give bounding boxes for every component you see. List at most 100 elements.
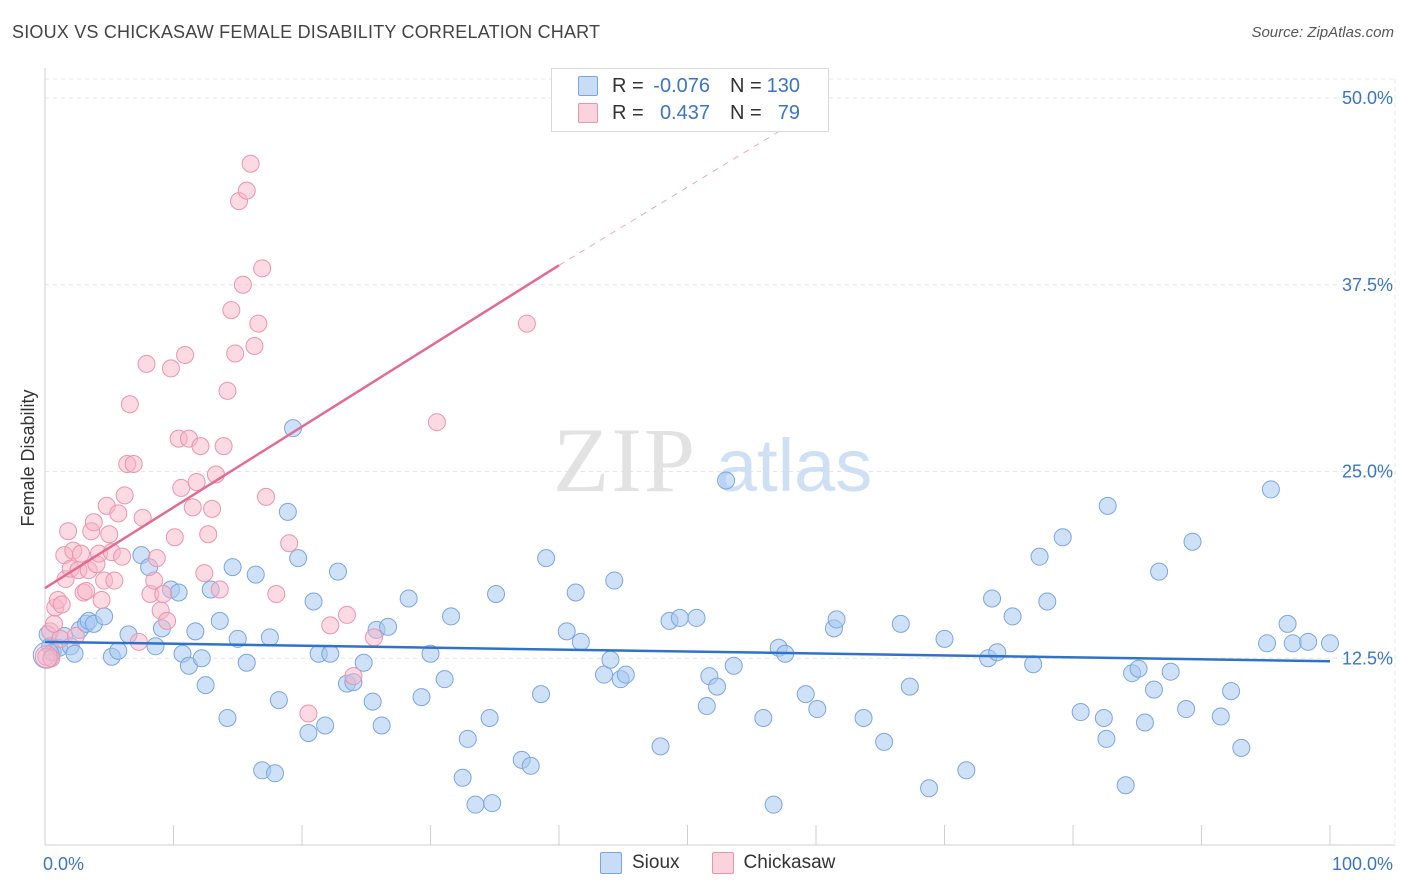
chickasaw-point xyxy=(280,534,299,553)
tick-labels: 12.5% 25.0% 37.5% 50.0% 0.0% 100.0% xyxy=(43,88,1393,874)
legend-n-label: N = xyxy=(730,74,762,97)
watermark-zip: ZIP xyxy=(553,409,697,511)
sioux-point xyxy=(458,729,477,748)
chickasaw-point xyxy=(147,549,166,568)
chickasaw-point xyxy=(195,564,214,583)
sioux-point xyxy=(354,653,373,672)
legend-n-label: N = xyxy=(730,101,762,124)
chickasaw-trend-extension xyxy=(558,100,830,266)
chickasaw-trend-line xyxy=(44,264,560,590)
sioux-point xyxy=(854,709,873,728)
chickasaw-points xyxy=(34,154,536,723)
sioux-point xyxy=(1161,662,1180,681)
sioux-point xyxy=(521,756,540,775)
sioux-point xyxy=(900,677,919,696)
chickasaw-point-cluster xyxy=(34,645,58,669)
sioux-point xyxy=(237,653,256,672)
chickasaw-point xyxy=(344,667,363,686)
chickasaw-point xyxy=(253,259,272,278)
legend-row-sioux: R = -0.076 N = 130 xyxy=(578,74,800,98)
sioux-point xyxy=(487,585,506,604)
sioux-point xyxy=(724,656,743,675)
y-tick-label: 25.0% xyxy=(1342,462,1393,482)
chickasaw-point xyxy=(203,499,222,518)
chickasaw-point xyxy=(129,632,148,651)
sioux-point xyxy=(796,685,815,704)
y-axis-label: Female Disability xyxy=(18,389,38,526)
sioux-point xyxy=(246,565,265,584)
sioux-point xyxy=(616,665,635,684)
chickasaw-point xyxy=(124,455,143,474)
sioux-point xyxy=(935,629,954,648)
sioux-point xyxy=(957,761,976,780)
sioux-point xyxy=(453,768,472,787)
chickasaw-point xyxy=(517,314,536,333)
sioux-point xyxy=(1232,738,1251,757)
y-tick-label: 50.0% xyxy=(1342,88,1393,108)
sioux-point xyxy=(328,562,347,581)
source-label: Source: ZipAtlas.com xyxy=(1251,24,1394,41)
sioux-point xyxy=(1222,682,1241,701)
sioux-point xyxy=(1258,634,1277,653)
chickasaw-point xyxy=(218,381,237,400)
sioux-point xyxy=(192,649,211,668)
chickasaw-point xyxy=(113,547,132,566)
y-tick-label: 12.5% xyxy=(1342,648,1393,668)
sioux-point xyxy=(316,716,335,735)
sioux-point xyxy=(1321,634,1339,653)
legend-r-value: 0.437 xyxy=(659,101,710,124)
chickasaw-point xyxy=(233,275,252,294)
sioux-point xyxy=(186,622,205,641)
chickasaw-point xyxy=(187,472,206,491)
sioux-point xyxy=(169,583,188,602)
chart-title: SIOUX VS CHICKASAW FEMALE DISABILITY COR… xyxy=(12,22,601,42)
watermark: ZIP atlas xyxy=(553,409,872,511)
sioux-point xyxy=(109,641,128,660)
sioux-point xyxy=(1094,709,1113,728)
chickasaw-point xyxy=(154,585,173,604)
sioux-point xyxy=(1053,528,1072,547)
legend-n-value: 130 xyxy=(766,74,800,97)
sioux-point xyxy=(605,571,624,590)
sioux-point xyxy=(304,592,323,611)
chickasaw-point xyxy=(71,544,90,563)
axes xyxy=(44,68,1395,846)
series-label-sioux: Sioux xyxy=(632,852,680,873)
chickasaw-point xyxy=(249,314,268,333)
series-legend-sioux: Sioux xyxy=(600,852,680,874)
watermark-atlas: atlas xyxy=(716,424,872,507)
sioux-point xyxy=(717,471,736,490)
sioux-point xyxy=(1150,562,1169,581)
sioux-point xyxy=(1024,655,1043,674)
chickasaw-point xyxy=(84,513,103,532)
sioux-point xyxy=(65,644,84,663)
sioux-point xyxy=(289,549,308,568)
sioux-point xyxy=(754,709,773,728)
sioux-point xyxy=(601,650,620,669)
chickasaw-point xyxy=(321,616,340,635)
sioux-point xyxy=(920,779,939,798)
series-legend-chickasaw: Chickasaw xyxy=(711,852,835,874)
sioux-point xyxy=(363,692,382,711)
sioux-point xyxy=(466,795,485,814)
correlation-legend: R = -0.076 N = 130 R = 0.437 N = 79 xyxy=(551,68,829,132)
chickasaw-point xyxy=(109,504,128,523)
sioux-point xyxy=(1278,614,1297,633)
sioux-point xyxy=(1038,592,1057,611)
sioux-point xyxy=(1283,634,1302,653)
sioux-point xyxy=(764,795,783,814)
sioux-point xyxy=(1116,776,1135,795)
chickasaw-point xyxy=(51,629,70,648)
sioux-point xyxy=(321,644,340,663)
sioux-point xyxy=(557,622,576,641)
chickasaw-point xyxy=(237,181,256,200)
sioux-point xyxy=(480,709,499,728)
chickasaw-point xyxy=(214,437,233,456)
sioux-point xyxy=(875,732,894,751)
sioux-point xyxy=(435,670,454,689)
legend-swatch-sioux xyxy=(578,76,598,96)
sioux-point xyxy=(223,558,242,577)
sioux-point xyxy=(594,665,613,684)
chickasaw-point xyxy=(115,486,134,505)
chickasaw-point xyxy=(161,359,180,378)
